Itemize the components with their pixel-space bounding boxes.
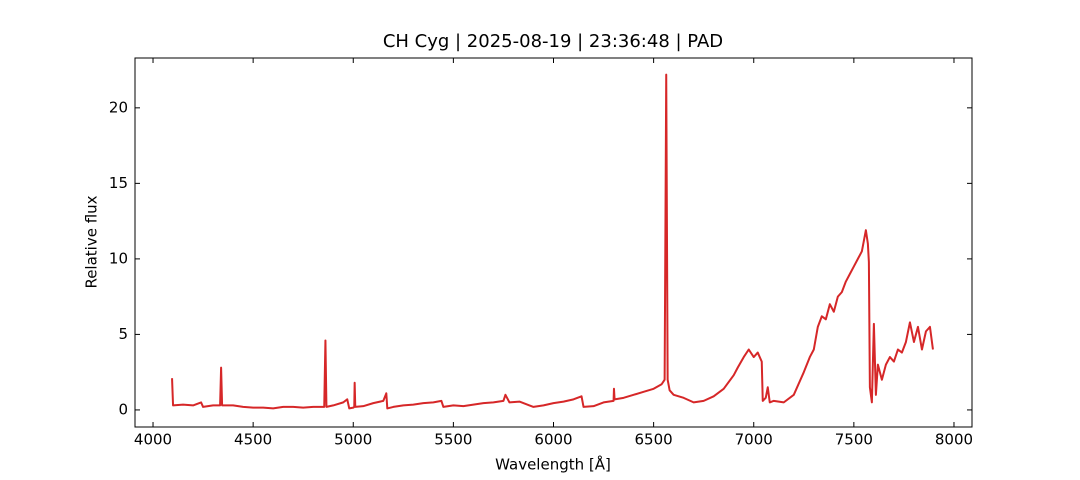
plot-frame	[134, 57, 973, 428]
chart-title: CH Cyg | 2025-08-19 | 23:36:48 | PAD	[383, 31, 723, 52]
y-tick-label: 20	[109, 98, 128, 116]
x-tick-label: 4000	[134, 431, 172, 449]
x-tick-label: 6500	[635, 431, 673, 449]
x-tick-label: 7000	[735, 431, 773, 449]
y-tick-label: 0	[118, 400, 128, 418]
x-tick-label: 4500	[234, 431, 272, 449]
x-tick-label: 6000	[534, 431, 572, 449]
y-tick-label: 15	[109, 174, 128, 192]
y-axis-title: Relative flux	[83, 195, 101, 288]
x-tick-label: 5000	[334, 431, 372, 449]
y-tick-label: 10	[109, 249, 128, 267]
x-tick-label: 7500	[835, 431, 873, 449]
x-tick-label: 5500	[434, 431, 472, 449]
x-axis-title: Wavelength [Å]	[495, 455, 611, 474]
line-series	[171, 73, 934, 410]
x-tick-label: 8000	[935, 431, 973, 449]
y-tick-label: 5	[118, 325, 128, 343]
